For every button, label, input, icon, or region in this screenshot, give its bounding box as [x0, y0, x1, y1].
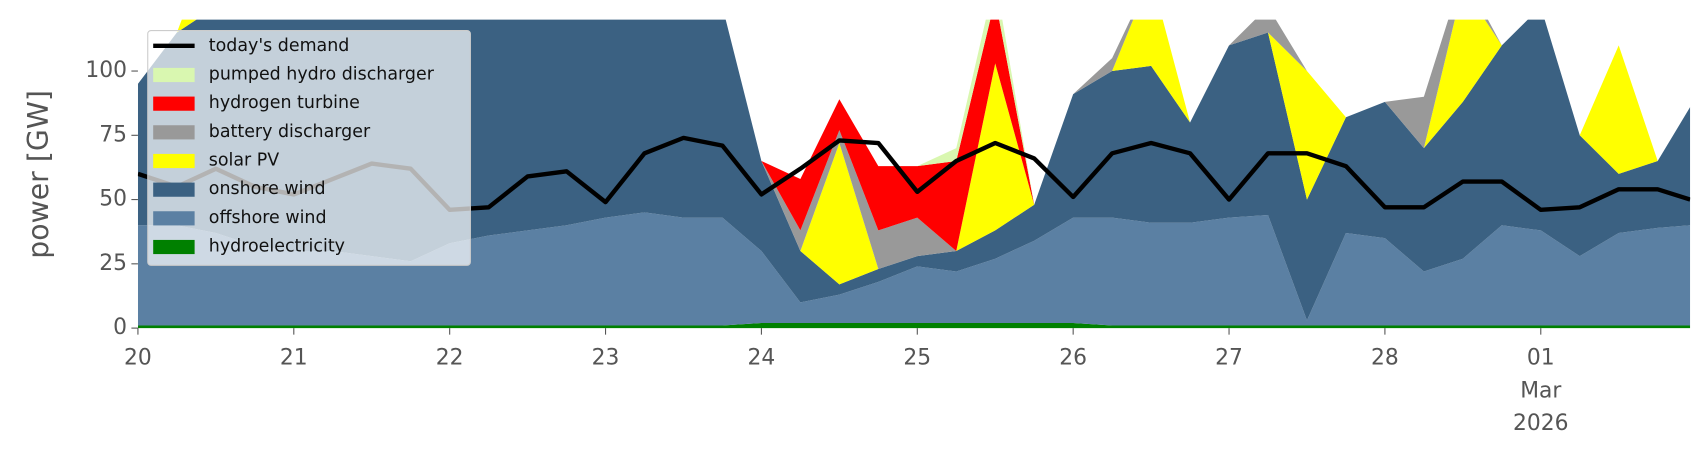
- legend-label: pumped hydro discharger: [209, 64, 435, 84]
- y-tick-label: 50: [99, 187, 127, 212]
- x-tick-label: 01 Mar 2026: [1513, 346, 1568, 436]
- area: [137, 19, 1691, 251]
- x-tick-label: 22: [436, 346, 464, 371]
- legend-label: offshore wind: [209, 208, 327, 228]
- x-tick-label: 24: [748, 346, 776, 371]
- y-tick-label: 100: [85, 58, 127, 83]
- y-tick-label: 25: [99, 251, 127, 276]
- legend-label: battery discharger: [209, 122, 371, 142]
- legend-label: onshore wind: [209, 179, 326, 199]
- area: [137, 19, 1691, 321]
- area: [137, 19, 1691, 285]
- y-axis-label: power [GW]: [22, 90, 55, 259]
- legend-label: today's demand: [209, 36, 350, 56]
- legend-label: solar PV: [209, 150, 280, 170]
- legend-swatch: [153, 211, 195, 226]
- legend-swatch: [153, 125, 195, 140]
- legend-label: hydrogen turbine: [209, 93, 360, 113]
- legend-box: [147, 29, 471, 266]
- legend-swatch: [153, 239, 195, 255]
- plot-area: [137, 19, 1691, 329]
- y-tick-label: 0: [113, 315, 127, 340]
- x-tick-label: 28: [1371, 346, 1399, 371]
- x-tick-label: 21: [280, 346, 308, 371]
- x-tick-label: 27: [1215, 346, 1243, 371]
- x-tick-label: 23: [592, 346, 620, 371]
- x-tick-label: 26: [1059, 346, 1087, 371]
- y-tick-label: 75: [99, 122, 127, 147]
- legend-swatch: [153, 153, 195, 169]
- legend-label: hydroelectricity: [209, 236, 345, 256]
- legend-swatch: [153, 67, 195, 83]
- x-tick-label: 25: [903, 346, 931, 371]
- legend-swatch: [153, 182, 195, 197]
- x-tick-label: 20: [124, 346, 152, 371]
- area: [137, 322, 1691, 329]
- area: [137, 212, 1691, 326]
- area: [137, 19, 1691, 269]
- legend-swatch: [153, 96, 195, 111]
